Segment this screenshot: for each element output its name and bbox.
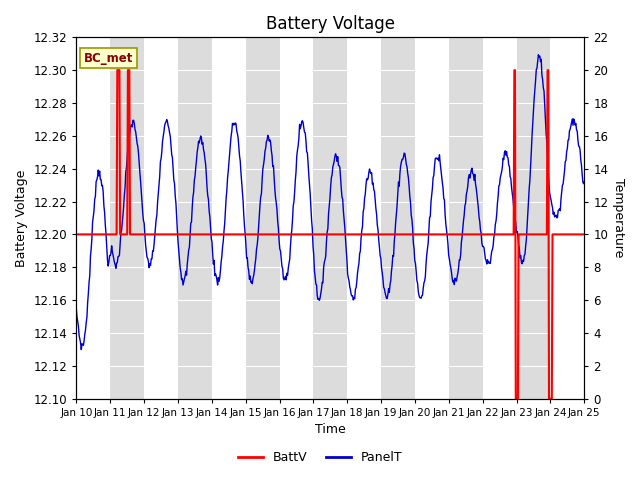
Title: Battery Voltage: Battery Voltage bbox=[266, 15, 395, 33]
Legend: BattV, PanelT: BattV, PanelT bbox=[232, 446, 408, 469]
Bar bbox=[246, 37, 280, 398]
Bar bbox=[449, 37, 483, 398]
Y-axis label: Battery Voltage: Battery Voltage bbox=[15, 169, 28, 267]
Text: BC_met: BC_met bbox=[84, 52, 133, 65]
X-axis label: Time: Time bbox=[315, 423, 346, 436]
Bar bbox=[110, 37, 144, 398]
Bar bbox=[314, 37, 348, 398]
Bar bbox=[381, 37, 415, 398]
Bar bbox=[178, 37, 212, 398]
Y-axis label: Temperature: Temperature bbox=[612, 178, 625, 258]
Bar bbox=[516, 37, 550, 398]
Bar bbox=[584, 37, 618, 398]
